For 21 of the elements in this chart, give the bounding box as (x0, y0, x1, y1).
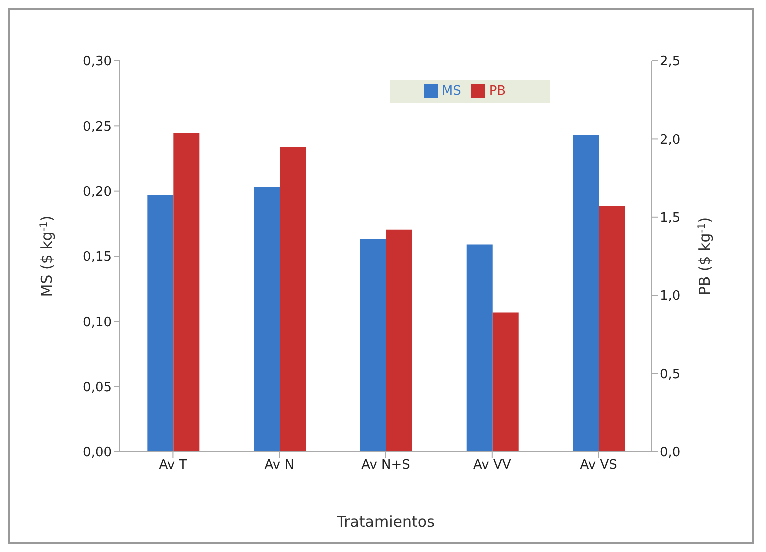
y2-tick-label: 1,5 (660, 211, 681, 226)
x-axis-title: Tratamientos (336, 513, 436, 531)
x-tick-label: Av N (264, 458, 294, 474)
x-tick-label: Av T (159, 458, 188, 474)
x-tick-label: Av VS (580, 458, 618, 474)
legend-label: MS (442, 84, 462, 99)
x-tick-label: Av VV (474, 458, 512, 474)
y-tick-label: 0,20 (83, 184, 112, 200)
x-tick-label: Av N+S (362, 458, 410, 474)
y2-tick-label: 0,5 (660, 367, 681, 382)
y-tick-label: 0,10 (83, 315, 112, 330)
y-tick-label: 0,30 (83, 54, 112, 70)
y-tick-label: 0,00 (83, 446, 112, 461)
y-tick-label: 0,05 (83, 380, 112, 396)
y2-tick-label: 2,5 (660, 54, 681, 70)
legend-label: PB (489, 84, 506, 99)
y-tick-label: 0,25 (83, 120, 112, 135)
y-tick-label: 0,15 (83, 250, 112, 266)
y2-tick-label: 2,0 (660, 132, 681, 148)
y2-tick-label: 0,0 (660, 446, 681, 461)
y2-tick-label: 1,0 (660, 289, 681, 304)
